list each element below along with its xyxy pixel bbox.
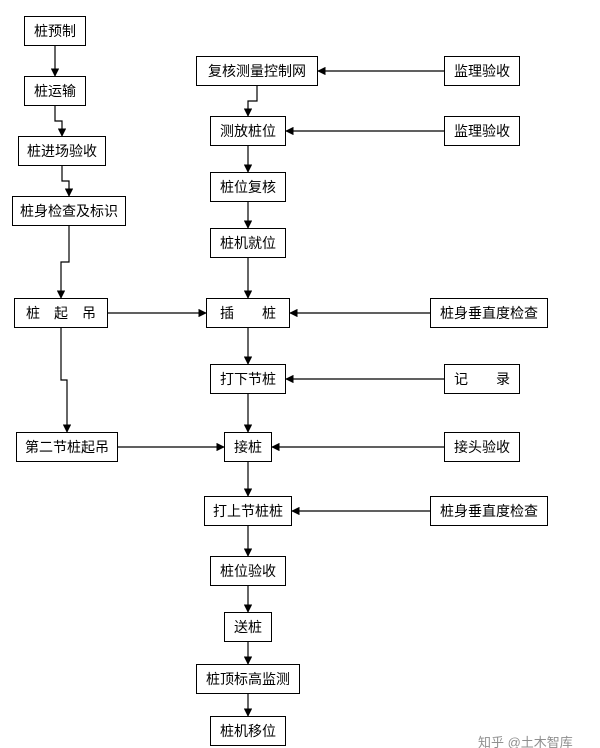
- flow-node-c4: 记 录: [444, 364, 520, 394]
- flow-node-b9: 桩位验收: [210, 556, 286, 586]
- flow-node-c6: 桩身垂直度检查: [430, 496, 548, 526]
- flow-node-b7: 接桩: [224, 432, 272, 462]
- flow-edge: [55, 106, 62, 136]
- flow-node-b2: 测放桩位: [210, 116, 286, 146]
- flow-edge: [248, 86, 257, 116]
- flow-node-b3: 桩位复核: [210, 172, 286, 202]
- flow-node-b4: 桩机就位: [210, 228, 286, 258]
- flow-node-c3: 桩身垂直度检查: [430, 298, 548, 328]
- flow-node-a2: 桩运输: [24, 76, 86, 106]
- flow-node-b12: 桩机移位: [210, 716, 286, 746]
- flow-node-b5: 插 桩: [206, 298, 290, 328]
- flow-node-b1: 复核测量控制网: [196, 56, 318, 86]
- flow-node-c1: 监理验收: [444, 56, 520, 86]
- flow-node-c2: 监理验收: [444, 116, 520, 146]
- flow-node-a4: 桩身检查及标识: [12, 196, 126, 226]
- flow-edge: [61, 226, 69, 298]
- flow-node-b8: 打上节桩桩: [204, 496, 292, 526]
- flow-node-b11: 桩顶标高监测: [196, 664, 300, 694]
- flow-node-b10: 送桩: [224, 612, 272, 642]
- watermark: 知乎 @土木智库: [478, 732, 573, 748]
- flow-node-c5: 接头验收: [444, 432, 520, 462]
- flow-node-a1: 桩预制: [24, 16, 86, 46]
- flow-node-a6: 第二节桩起吊: [16, 432, 118, 462]
- flow-edge: [61, 328, 67, 432]
- flow-edge: [62, 166, 69, 196]
- flow-node-b6: 打下节桩: [210, 364, 286, 394]
- flow-node-a5: 桩 起 吊: [14, 298, 108, 328]
- flow-node-a3: 桩进场验收: [18, 136, 106, 166]
